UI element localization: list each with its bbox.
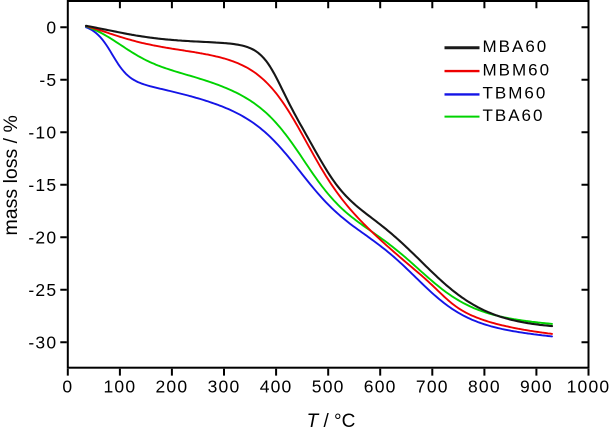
svg-text:MBA60: MBA60 (483, 37, 549, 56)
svg-text:800: 800 (468, 376, 501, 396)
svg-text:900: 900 (520, 376, 553, 396)
svg-text:-10: -10 (28, 123, 57, 143)
svg-text:-15: -15 (28, 175, 57, 195)
svg-text:600: 600 (364, 376, 397, 396)
svg-text:300: 300 (208, 376, 241, 396)
svg-text:700: 700 (416, 376, 449, 396)
svg-text:100: 100 (103, 376, 136, 396)
svg-text:400: 400 (260, 376, 293, 396)
svg-text:-30: -30 (28, 333, 57, 353)
svg-text:-20: -20 (28, 228, 57, 248)
svg-text:T / °C: T / °C (307, 411, 356, 429)
svg-text:TBA60: TBA60 (483, 106, 545, 125)
svg-text:200: 200 (155, 376, 188, 396)
svg-text:1000: 1000 (567, 376, 611, 396)
svg-text:mass loss / %: mass loss / % (0, 115, 22, 235)
svg-text:500: 500 (312, 376, 345, 396)
svg-text:0: 0 (62, 376, 73, 396)
svg-text:0: 0 (46, 18, 57, 38)
svg-text:-25: -25 (28, 280, 57, 300)
svg-text:MBM60: MBM60 (483, 60, 552, 79)
svg-text:TBM60: TBM60 (483, 84, 548, 103)
svg-text:-5: -5 (39, 70, 57, 90)
